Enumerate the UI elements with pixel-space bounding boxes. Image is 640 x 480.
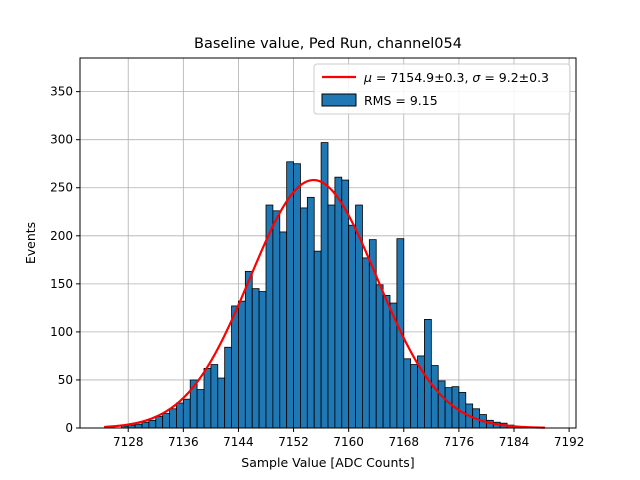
histogram-bar <box>279 231 288 429</box>
y-axis-ticks: 0 50 100 150 200 250 300 350 <box>50 85 80 435</box>
histogram-bar <box>231 305 239 429</box>
y-tick-label: 150 <box>50 277 73 291</box>
y-tick-label: 350 <box>50 85 73 99</box>
histogram-bar <box>258 291 267 429</box>
histogram-bar <box>313 250 322 429</box>
histogram-bar <box>134 423 143 429</box>
histogram-bar <box>300 207 308 429</box>
histogram-bar <box>148 419 157 429</box>
legend-fit-mu: 7154.9±0.3 <box>390 70 464 85</box>
x-tick-label: 7160 <box>333 435 364 449</box>
histogram-bar <box>362 257 370 429</box>
histogram-bar <box>238 300 246 429</box>
gaussian-fit-curve <box>104 178 546 429</box>
x-tick-label: 7192 <box>554 435 585 449</box>
histogram-bar <box>224 346 232 429</box>
histogram-bar <box>182 398 191 429</box>
legend: μ = 7154.9±0.3, σ = 9.2±0.3 RMS = 9.15 <box>313 63 571 115</box>
histogram-bar <box>203 368 212 429</box>
histogram-bar <box>334 176 343 429</box>
legend-fit-label: μ = 7154.9±0.3, σ = 9.2±0.3 <box>363 70 549 85</box>
histogram-bar <box>375 284 384 429</box>
histogram-bar <box>155 416 164 429</box>
y-axis-title: Events <box>23 222 38 264</box>
legend-rms-label: RMS = 9.15 <box>364 93 438 108</box>
histogram-bar <box>306 196 315 429</box>
histogram-bar <box>410 364 418 429</box>
gaussian-fit <box>104 178 546 429</box>
histogram-bar <box>327 204 336 429</box>
histogram-bar <box>348 224 356 429</box>
histogram-bar <box>341 179 350 429</box>
histogram-bar <box>293 163 301 429</box>
x-axis-title: Sample Value [ADC Counts] <box>241 455 414 470</box>
histogram-bar <box>430 365 439 429</box>
histogram-bar <box>244 270 253 429</box>
legend-fit-sigma: 9.2±0.3 <box>499 70 549 85</box>
histogram-bar <box>196 389 205 429</box>
y-tick-label: 100 <box>50 325 73 339</box>
x-tick-label: 7168 <box>389 435 420 449</box>
histogram-bar <box>272 210 281 429</box>
histogram-bar <box>444 387 453 429</box>
histogram-bar <box>162 413 170 429</box>
y-tick-label: 300 <box>50 133 73 147</box>
legend-bar-swatch <box>321 93 357 107</box>
histogram-bar <box>176 402 184 429</box>
x-tick-label: 7176 <box>444 435 475 449</box>
chart-title: Baseline value, Ped Run, channel054 <box>194 36 462 52</box>
y-tick-label: 250 <box>50 181 73 195</box>
x-axis-ticks: 7128 7136 7144 7152 7160 7168 7176 7184 7192 <box>113 428 584 449</box>
y-tick-label: 50 <box>58 373 73 387</box>
x-tick-label: 7144 <box>223 435 254 449</box>
histogram-bar <box>403 358 412 429</box>
histogram-bar <box>251 288 260 429</box>
x-tick-label: 7152 <box>278 435 309 449</box>
histogram-bar <box>217 377 226 429</box>
x-tick-label: 7184 <box>499 435 530 449</box>
histogram-bar <box>169 408 177 429</box>
histogram-bar <box>141 421 150 429</box>
histogram-bar <box>437 380 446 429</box>
x-tick-label: 7128 <box>113 435 144 449</box>
histogram-bar <box>210 364 219 429</box>
y-tick-label: 200 <box>50 229 73 243</box>
x-tick-label: 7136 <box>168 435 199 449</box>
y-tick-label: 0 <box>65 421 73 435</box>
histogram-bar <box>382 294 391 429</box>
histogram-bar <box>424 319 432 429</box>
legend-box <box>313 63 571 115</box>
plot-frame <box>79 57 577 429</box>
histogram-bars <box>120 142 515 429</box>
